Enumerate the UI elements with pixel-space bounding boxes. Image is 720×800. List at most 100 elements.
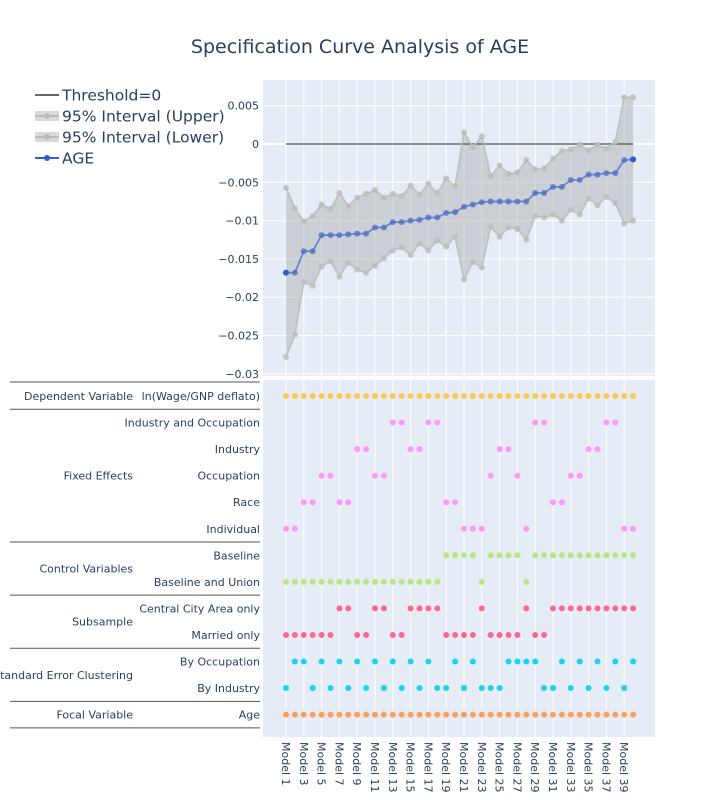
- spec-indicator-dot: [514, 631, 521, 638]
- spec-indicator-dot: [291, 525, 298, 532]
- spec-indicator-dot: [541, 711, 548, 718]
- spec-indicator-dot: [309, 393, 316, 399]
- lower-interval-point: [300, 278, 307, 285]
- upper-interval-point: [630, 94, 637, 101]
- spec-indicator-dot: [407, 578, 414, 585]
- spec-indicator-dot: [621, 525, 628, 532]
- row-label: Age: [239, 709, 261, 722]
- spec-indicator-dot: [558, 711, 565, 718]
- spec-indicator-dot: [443, 499, 450, 506]
- x-tick-label: Model 25: [493, 742, 506, 793]
- spec-indicator-dot: [585, 552, 592, 559]
- upper-interval-point: [291, 205, 298, 212]
- x-tick-label: Model 15: [404, 742, 417, 793]
- age-estimate-point: [291, 269, 298, 276]
- spec-indicator-dot: [380, 605, 387, 612]
- spec-indicator-dot: [443, 631, 450, 638]
- upper-interval-point: [514, 169, 521, 176]
- spec-indicator-dot: [345, 499, 352, 506]
- spec-indicator-dot: [300, 631, 307, 638]
- spec-indicator-dot: [621, 552, 628, 559]
- age-estimate-point: [567, 177, 574, 184]
- spec-indicator-dot: [558, 605, 565, 612]
- y-tick-label: −0.01: [225, 215, 259, 228]
- x-tick-label: Model 33: [564, 742, 577, 793]
- spec-indicator-dot: [416, 446, 423, 453]
- spec-indicator-dot: [407, 711, 414, 718]
- spec-indicator-dot: [603, 685, 610, 692]
- spec-indicator-dot: [389, 711, 396, 718]
- spec-indicator-dot: [612, 711, 619, 718]
- x-tick-label: Model 11: [368, 742, 381, 793]
- upper-interval-point: [594, 141, 601, 148]
- age-estimate-point: [336, 232, 343, 239]
- x-tick-label: Model 1: [279, 742, 292, 786]
- spec-indicator-dot: [603, 711, 610, 718]
- spec-indicator-dot: [398, 578, 405, 585]
- spec-indicator-dot: [603, 605, 610, 612]
- spec-indicator-dot: [443, 685, 450, 692]
- age-estimate-endpoint: [630, 156, 637, 163]
- spec-indicator-dot: [336, 499, 343, 506]
- lower-interval-point: [541, 214, 548, 221]
- spec-indicator-dot: [576, 393, 583, 399]
- interval-band: [286, 97, 634, 357]
- legend-age-marker: [44, 155, 50, 161]
- group-label: Dependent Variable: [24, 390, 133, 403]
- spec-indicator-dot: [291, 631, 298, 638]
- age-estimate-point: [523, 198, 530, 205]
- x-axis-ticks: Model 1 Model 3 Model 5 Model 7 Model 9 Model…: [279, 742, 630, 793]
- spec-indicator-dot: [532, 393, 539, 399]
- spec-indicator-dot: [425, 419, 432, 426]
- upper-interval-point: [487, 173, 494, 180]
- spec-indicator-dot: [452, 711, 459, 718]
- spec-indicator-dot: [612, 658, 619, 665]
- spec-indicator-dot: [523, 658, 530, 665]
- spec-indicator-dot: [550, 711, 556, 718]
- upper-interval-point: [363, 190, 370, 197]
- row-label: Occupation: [197, 470, 260, 483]
- age-estimate-point: [354, 230, 361, 237]
- spec-indicator-dot: [469, 711, 476, 718]
- spec-indicator-dot: [461, 631, 467, 638]
- upper-interval-point: [443, 175, 450, 182]
- group-label: Subsample: [72, 616, 133, 629]
- spec-indicator-dot: [630, 711, 637, 718]
- spec-indicator-dot: [461, 525, 467, 532]
- x-tick-label: Model 13: [386, 742, 399, 793]
- spec-indicator-dot: [594, 658, 601, 665]
- y-tick-label: 0: [252, 138, 259, 151]
- spec-indicator-dot: [300, 499, 307, 506]
- lower-interval-point: [469, 258, 476, 265]
- spec-indicator-dot: [576, 605, 583, 612]
- spec-indicator-dot: [452, 552, 459, 559]
- spec-indicator-dot: [630, 525, 637, 532]
- upper-interval-point: [452, 183, 459, 190]
- spec-indicator-dot: [372, 393, 378, 399]
- spec-indicator-dot: [372, 578, 378, 585]
- upper-interval-point: [496, 162, 503, 169]
- lower-interval-point: [283, 353, 289, 360]
- chart-title: Specification Curve Analysis of AGE: [191, 36, 529, 58]
- lower-interval-point: [398, 244, 405, 251]
- spec-indicator-dot: [532, 631, 539, 638]
- spec-indicator-dot: [541, 393, 548, 399]
- x-tick-label: Model 37: [599, 742, 612, 793]
- spec-indicator-dot: [469, 525, 476, 532]
- spec-indicator-dot: [336, 711, 343, 718]
- spec-indicator-dot: [505, 711, 512, 718]
- spec-indicator-dot: [487, 472, 494, 479]
- spec-indicator-dot: [389, 419, 396, 426]
- age-estimate-point: [612, 170, 619, 177]
- row-label: Central City Area only: [139, 602, 260, 615]
- spec-indicator-dot: [612, 393, 619, 399]
- spec-indicator-dot: [567, 605, 574, 612]
- upper-interval-point: [523, 157, 530, 164]
- spec-indicator-dot: [336, 578, 343, 585]
- spec-indicator-dot: [630, 658, 637, 665]
- spec-indicator-dot: [478, 578, 485, 585]
- spec-indicator-dot: [354, 446, 361, 453]
- spec-indicator-dot: [603, 419, 610, 426]
- spec-indicator-dot: [452, 393, 459, 399]
- spec-indicator-dot: [452, 658, 459, 665]
